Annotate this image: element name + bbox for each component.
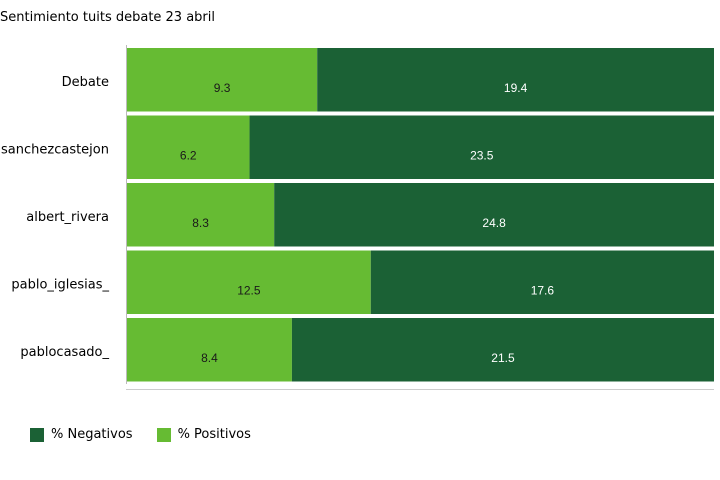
bar-negativos-albert-rivera <box>274 183 714 247</box>
legend: % Negativos % Positivos <box>30 427 251 442</box>
bar-positivos-albert-rivera <box>127 183 275 247</box>
data-label-positivos-pablocasado: 8.4 <box>201 351 218 365</box>
bar-positivos-sanchezcastejon <box>127 115 250 179</box>
legend-label-negativos: % Negativos <box>51 427 133 442</box>
bar-negativos-debate <box>317 48 714 112</box>
bar-negativos-pablocasado <box>291 318 714 382</box>
bar-positivos-debate <box>127 48 318 112</box>
category-label-pablocasado: pablocasado_ <box>20 345 109 360</box>
legend-item-negativos: % Negativos <box>30 427 133 442</box>
category-label-albert-rivera: albert_rivera <box>26 210 109 225</box>
category-label-debate: Debate <box>62 75 109 90</box>
bars-group <box>127 48 714 382</box>
category-label-pablo-iglesias: pablo_iglesias_ <box>11 278 109 293</box>
data-label-positivos-debate: 9.3 <box>214 81 231 95</box>
bar-positivos-pablocasado <box>127 318 292 382</box>
legend-swatch-negativos <box>30 427 44 442</box>
legend-swatch-positivos <box>156 427 171 442</box>
legend-item-positivos: % Positivos <box>156 427 251 442</box>
data-label-negativos-debate: 19.4 <box>504 81 528 95</box>
data-label-negativos-albert-rivera: 24.8 <box>482 216 506 230</box>
bar-negativos-pablo-iglesias <box>370 250 714 314</box>
data-label-positivos-sanchezcastejon: 6.2 <box>180 149 197 163</box>
legend-label-positivos: % Positivos <box>177 427 251 442</box>
category-label-sanchezcastejon: sanchezcastejon <box>1 143 109 158</box>
chart-title: Sentimiento tuits debate 23 abril <box>0 10 216 25</box>
labels-group: Debate 9.3 19.4 sanchezcastejon 6.2 23.5 alber… <box>1 75 554 365</box>
data-label-negativos-pablocasado: 21.5 <box>491 351 515 365</box>
data-label-positivos-pablo-iglesias: 12.5 <box>237 284 261 298</box>
data-label-positivos-albert-rivera: 8.3 <box>192 216 209 230</box>
bar-negativos-sanchezcastejon <box>249 115 714 179</box>
data-label-negativos-pablo-iglesias: 17.6 <box>531 284 555 298</box>
data-label-negativos-sanchezcastejon: 23.5 <box>470 149 494 163</box>
bar-positivos-pablo-iglesias <box>127 250 371 314</box>
